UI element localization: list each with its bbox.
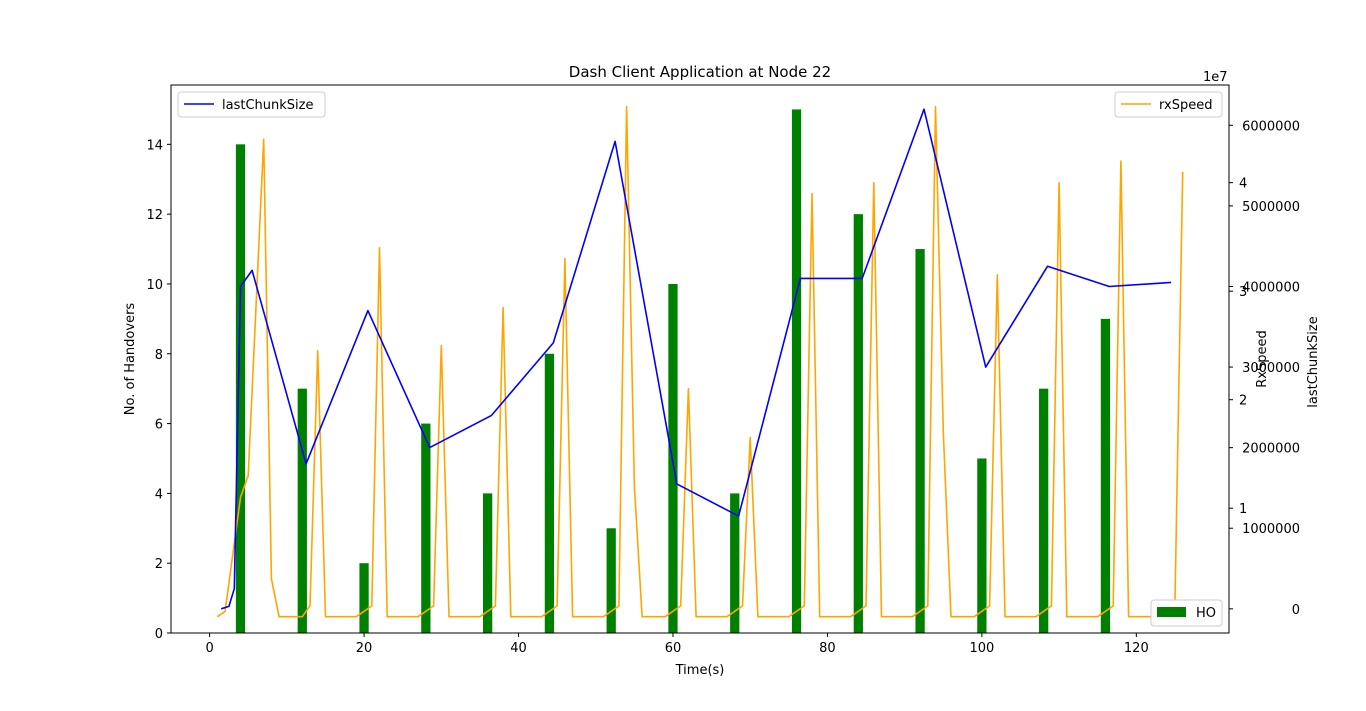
lastchunksize-tick-label: 3000000 [1242,361,1300,376]
chart-title: Dash Client Application at Node 22 [569,63,831,81]
x-axis-ticks: 0 20 40 60 80 100 120 [205,633,1149,656]
y-tick-label: 8 [155,348,163,363]
bars-group [235,109,1111,634]
x-tick-label: 120 [1124,641,1149,656]
x-tick-label: 40 [510,641,527,656]
legend-lastchunksize-label: lastChunkSize [222,98,313,113]
ho-bar [977,458,987,633]
rxspeed-tick-label: 2 [1239,394,1247,409]
ho-bar [791,109,802,634]
ho-bar [606,528,616,633]
lastchunksize-axis-ticks: 0 1000000 2000000 3000000 4000000 5000000 6000… [1229,119,1300,618]
ho-bar [853,214,863,634]
rxspeed-tick-label: 3 [1239,285,1247,300]
x-tick-label: 80 [819,641,836,656]
lastchunksize-tick-label: 1000000 [1242,522,1300,537]
legend-ho-swatch [1157,607,1186,617]
rxspeed-tick-label: 1 [1239,502,1247,517]
y-tick-label: 4 [155,487,163,502]
rxspeed-axis-ticks: 1 2 3 4 [1229,177,1247,517]
legend-rxspeed-box [1114,91,1223,118]
x-tick-label: 20 [356,641,373,656]
ho-bar [915,249,925,633]
rxspeed-line [216,105,1184,618]
rxspeed-axis-label: RxSpeed [1255,330,1270,387]
y-axis-label: No. of Handovers [123,303,138,416]
lines-group [216,105,1184,618]
lastchunksize-axis-label: lastChunkSize [1306,316,1321,407]
x-axis-label: Time(s) [675,663,725,678]
lastchunksize-tick-label: 0 [1292,603,1300,618]
ho-bar [1039,388,1049,633]
ho-bar [359,563,369,633]
y-tick-label: 0 [155,627,163,642]
ho-bar [544,353,555,633]
plot-frame [170,84,1230,634]
ho-bar [297,388,307,633]
lastchunksize-tick-label: 6000000 [1242,119,1300,134]
lastchunksize-tick-label: 4000000 [1242,280,1300,295]
rxspeed-tick-label: 4 [1239,177,1247,192]
legend-ho-label: HO [1196,606,1216,621]
y-axis-ticks: 0 2 4 6 8 10 12 14 [146,138,171,642]
legend-rxspeed: rxSpeed [1114,91,1223,118]
legend-ho-box [1150,599,1223,627]
x-tick-label: 100 [969,641,994,656]
rxspeed-offset-text: 1e7 [1203,70,1228,85]
legend-lastchunksize-box [177,91,326,118]
lastchunksize-tick-label: 2000000 [1242,442,1300,457]
y-tick-label: 12 [146,208,163,223]
ho-bar [235,144,246,633]
y-tick-label: 10 [146,278,163,293]
x-tick-label: 60 [665,641,682,656]
legend-ho: HO [1150,599,1223,627]
y-tick-label: 6 [155,418,163,433]
y-tick-label: 2 [155,557,163,572]
ho-bar [482,493,493,633]
ho-bar [421,423,431,633]
ho-bar [1100,318,1111,633]
lastchunksize-tick-label: 5000000 [1242,200,1300,215]
x-tick-label: 0 [205,641,213,656]
ho-bar [730,493,740,633]
legend-lastchunksize: lastChunkSize [177,91,326,118]
y-tick-label: 14 [146,138,163,153]
legend-rxspeed-label: rxSpeed [1159,98,1212,113]
lastchunksize-line [220,108,1172,610]
